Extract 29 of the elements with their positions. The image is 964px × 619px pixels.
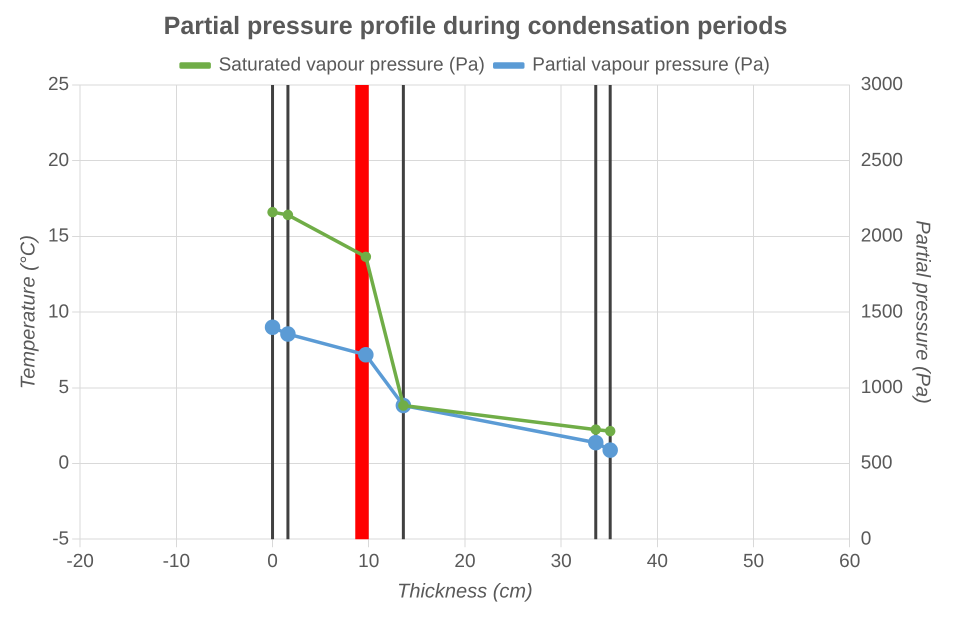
y-tick-label: 0 — [58, 452, 70, 474]
y2-tick-label: 3000 — [860, 74, 904, 96]
legend-label: Partial vapour pressure (Pa) — [532, 54, 770, 76]
y-tick-label: 20 — [48, 150, 70, 171]
y2-tick-label: 1500 — [860, 301, 904, 322]
legend-label: Saturated vapour pressure (Pa) — [218, 54, 485, 76]
x-tick-label: 0 — [267, 550, 278, 572]
y-tick-label: 10 — [48, 301, 70, 322]
x-axis-title: Thickness (cm) — [397, 580, 533, 603]
y2-tick-label: 2500 — [860, 150, 904, 171]
y-tick-label: -5 — [52, 528, 70, 550]
x-tick-label: 60 — [839, 550, 860, 572]
y2-tick-label: 500 — [860, 452, 892, 474]
y-tick-label: 15 — [48, 226, 70, 247]
y2-tick-label: 1000 — [860, 377, 904, 398]
y-axis-title: Temperature (°C) — [18, 235, 40, 390]
y-tick-label: 5 — [58, 377, 70, 398]
x-tick-label: 30 — [550, 550, 572, 572]
y2-tick-label: 2000 — [860, 226, 904, 247]
x-tick-label: -20 — [66, 550, 94, 572]
chart-title: Partial pressure profile during condensation periods — [164, 12, 788, 40]
x-tick-label: 10 — [358, 550, 380, 572]
x-tick-label: 50 — [742, 550, 764, 572]
x-tick-label: 40 — [646, 550, 668, 572]
x-tick-label: 20 — [454, 550, 476, 572]
y2-tick-label: 0 — [860, 528, 872, 550]
x-tick-label: -10 — [162, 550, 190, 572]
y2-axis-title: Partial pressure (Pa) — [911, 220, 934, 404]
y-tick-label: 25 — [48, 74, 70, 96]
